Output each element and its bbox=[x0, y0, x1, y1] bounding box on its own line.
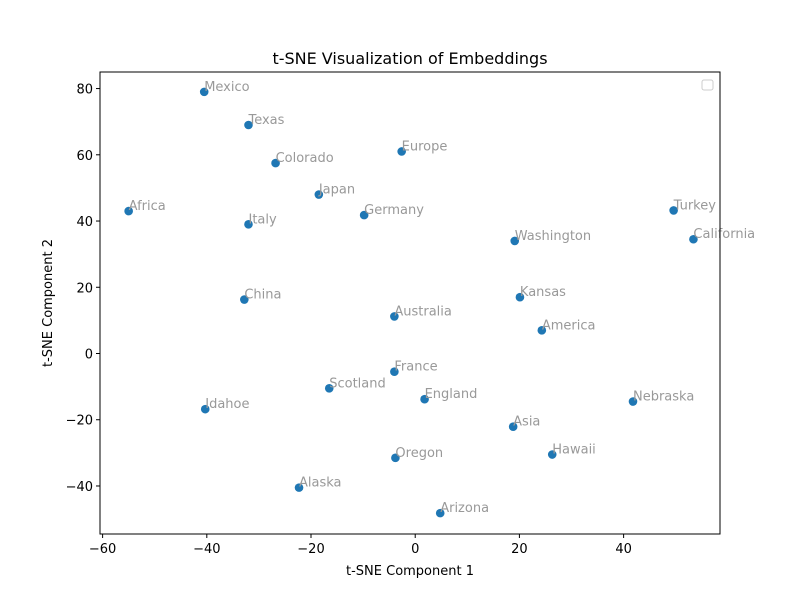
data-point bbox=[628, 397, 638, 406]
point-label: Idahoe bbox=[205, 397, 249, 412]
y-tick-label: 60 bbox=[76, 149, 93, 164]
x-tick-label: 40 bbox=[615, 542, 632, 557]
point-label: Europe bbox=[402, 139, 448, 154]
x-tick-label: 20 bbox=[511, 542, 528, 557]
point-label: Asia bbox=[513, 415, 540, 430]
empty-legend bbox=[701, 79, 714, 91]
point-label: Nebraska bbox=[633, 390, 694, 405]
y-tick-label: −20 bbox=[66, 414, 93, 429]
data-point bbox=[200, 404, 210, 414]
point-label: Kansas bbox=[520, 285, 566, 300]
point-label: Turkey bbox=[673, 198, 717, 213]
data-point bbox=[435, 508, 445, 518]
point-labels: Mexico Texas Europe Colorado Japan Africa Germ… bbox=[129, 80, 756, 516]
y-axis-title: t-SNE Component 2 bbox=[41, 239, 56, 367]
y-axis-ticks: −40 −20 0 20 40 60 80 bbox=[66, 83, 100, 495]
data-point bbox=[390, 312, 399, 321]
data-point bbox=[124, 206, 133, 216]
data-point bbox=[515, 292, 525, 302]
point-label: Alaska bbox=[299, 476, 342, 491]
point-label: Hawaii bbox=[552, 443, 596, 458]
data-point bbox=[294, 483, 304, 492]
data-point bbox=[420, 394, 429, 404]
point-label: Arizona bbox=[440, 501, 489, 516]
data-point bbox=[240, 295, 249, 304]
point-label: China bbox=[244, 288, 281, 303]
data-point bbox=[510, 236, 520, 246]
plot-frame bbox=[99, 71, 721, 535]
x-tick-label: 0 bbox=[411, 542, 419, 557]
point-label: Germany bbox=[364, 203, 424, 218]
data-point bbox=[391, 453, 400, 463]
point-label: America bbox=[542, 318, 596, 333]
data-point bbox=[547, 450, 557, 459]
data-point bbox=[324, 383, 334, 393]
y-tick-label: −40 bbox=[66, 480, 93, 495]
point-label: Japan bbox=[318, 183, 355, 198]
x-tick-label: −60 bbox=[89, 542, 116, 557]
point-label: Mexico bbox=[204, 80, 249, 95]
x-axis-ticks: −60 −40 −20 0 20 40 bbox=[89, 534, 632, 557]
data-point bbox=[244, 120, 253, 130]
data-point bbox=[669, 206, 678, 215]
point-label: England bbox=[425, 387, 478, 402]
point-label: Australia bbox=[394, 304, 452, 319]
y-tick-label: 40 bbox=[76, 215, 93, 230]
chart-title: t-SNE Visualization of Embeddings bbox=[272, 49, 547, 68]
data-point bbox=[244, 220, 253, 229]
data-point bbox=[390, 367, 399, 377]
point-label: Africa bbox=[129, 199, 166, 214]
point-label: Scotland bbox=[329, 376, 386, 391]
data-point bbox=[359, 210, 369, 220]
point-label: Washington bbox=[515, 229, 591, 244]
x-tick-label: −20 bbox=[297, 542, 324, 557]
point-label: California bbox=[693, 227, 755, 242]
plot-points bbox=[124, 87, 698, 518]
data-point bbox=[199, 87, 209, 97]
x-tick-label: −40 bbox=[193, 542, 220, 557]
y-tick-label: 20 bbox=[76, 281, 93, 296]
data-point bbox=[271, 158, 280, 168]
data-point bbox=[397, 147, 406, 156]
data-point bbox=[314, 190, 324, 199]
point-label: Colorado bbox=[276, 151, 334, 166]
x-axis-title: t-SNE Component 1 bbox=[346, 564, 474, 579]
data-point bbox=[508, 422, 518, 431]
point-label: Oregon bbox=[395, 446, 443, 461]
y-tick-label: 0 bbox=[85, 348, 93, 363]
point-label: France bbox=[394, 360, 437, 375]
data-point bbox=[537, 326, 547, 335]
data-point bbox=[689, 234, 698, 244]
point-label: Italy bbox=[248, 212, 277, 227]
point-label: Texas bbox=[247, 113, 284, 128]
y-tick-label: 80 bbox=[76, 83, 93, 98]
